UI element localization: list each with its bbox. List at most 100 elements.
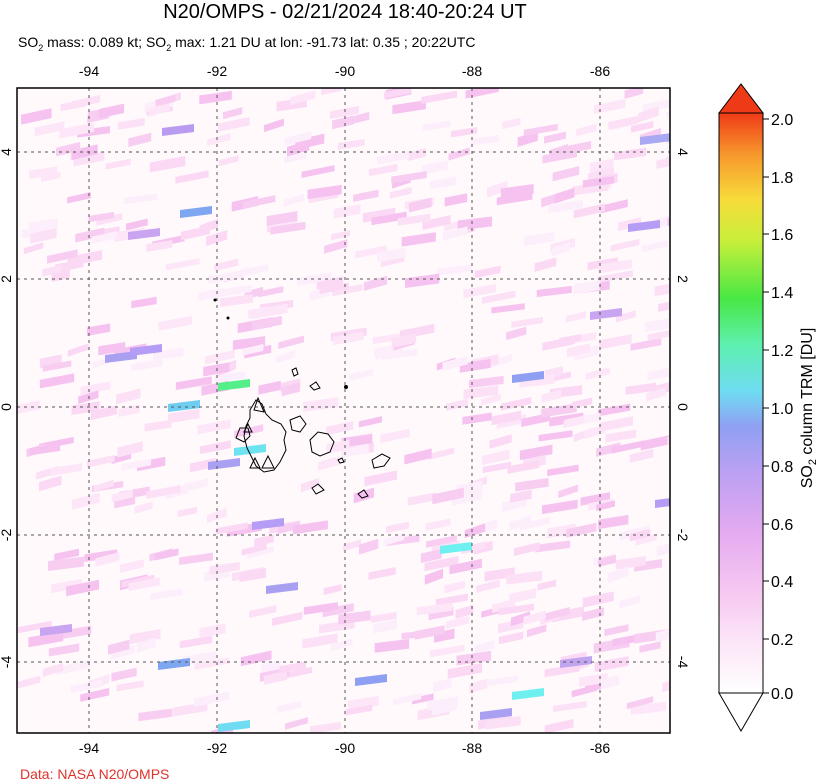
so2-pixel <box>285 717 308 730</box>
so2-pixel <box>523 123 558 136</box>
so2-pixel <box>215 522 248 535</box>
wolf-island <box>226 316 230 320</box>
lon-label-top-2: -90 <box>335 63 355 79</box>
so2-pixel <box>358 416 383 428</box>
so2-pixel-layer <box>17 88 670 733</box>
so2-pixel <box>348 695 379 711</box>
so2-pixel <box>615 555 646 570</box>
so2-pixel <box>535 540 571 553</box>
so2-pixel <box>536 285 572 298</box>
so2-pixel <box>638 106 659 123</box>
so2-pixel <box>407 147 427 162</box>
lon-label-bottom-3: -88 <box>462 740 482 756</box>
so2-pixel <box>251 303 288 320</box>
so2-pixel <box>34 121 65 137</box>
so2-pixel-enhanced <box>40 624 72 636</box>
so2-pixel-enhanced <box>640 133 670 145</box>
lat-label-right-1: 2 <box>675 275 691 283</box>
so2-pixel <box>207 270 242 285</box>
so2-pixel-enhanced <box>162 124 194 136</box>
so2-pixel-enhanced <box>218 720 250 732</box>
so2-pixel <box>144 419 172 432</box>
so2-pixel <box>358 538 379 555</box>
so2-pixel <box>307 184 342 200</box>
so2-pixel <box>580 492 610 506</box>
so2-pixel <box>523 231 555 247</box>
so2-pixel <box>241 543 267 556</box>
so2-pixel <box>482 461 512 474</box>
so2-pixel <box>199 623 226 639</box>
so2-pixel <box>150 588 183 601</box>
so2-pixel <box>283 151 307 164</box>
so2-pixel <box>641 240 668 253</box>
so2-pixel <box>597 259 632 274</box>
so2-pixel <box>596 442 621 457</box>
so2-pixel <box>17 675 41 689</box>
so2-pixel-enhanced <box>655 498 670 508</box>
so2-pixel <box>279 666 313 680</box>
lat-label-left-3: -2 <box>0 529 14 542</box>
so2-pixel-enhanced <box>512 371 544 383</box>
so2-pixel <box>333 204 361 219</box>
so2-pixel <box>376 247 406 263</box>
so2-pixel <box>343 539 362 552</box>
so2-pixel <box>72 492 100 510</box>
so2-pixel <box>136 637 156 654</box>
so2-pixel <box>432 678 452 693</box>
so2-pixel <box>655 628 670 643</box>
colorbar-label-7: 0.6 <box>771 517 793 534</box>
so2-pixel <box>368 566 396 580</box>
so2-pixel <box>386 534 420 546</box>
so2-pixel <box>276 350 296 364</box>
so2-pixel <box>193 691 230 707</box>
so2-pixel <box>175 170 209 184</box>
so2-pixel <box>168 408 200 424</box>
so2-pixel <box>353 189 379 202</box>
so2-pixel <box>61 625 92 640</box>
so2-pixel <box>204 349 235 365</box>
so2-pixel <box>444 580 466 594</box>
so2-pixel <box>515 477 549 492</box>
so2-pixel <box>331 229 351 241</box>
so2-pixel <box>421 90 458 104</box>
so2-pixel <box>585 367 610 381</box>
so2-pixel <box>42 662 64 677</box>
so2-pixel <box>513 542 540 556</box>
so2-pixel <box>182 651 217 666</box>
map-subtitle: SO2 mass: 0.089 kt; SO2 max: 1.21 DU at … <box>18 34 475 53</box>
fernandina-island <box>235 427 251 443</box>
so2-pixel <box>523 610 546 625</box>
so2-pixel <box>90 405 117 421</box>
so2-pixel <box>78 390 99 405</box>
floreana-island <box>311 483 325 495</box>
so2-pixel <box>342 443 369 458</box>
so2-pixel <box>324 239 348 254</box>
so2-pixel <box>158 315 193 331</box>
so2-pixel <box>330 105 359 120</box>
so2-pixel <box>72 144 98 161</box>
so2-pixel <box>420 549 442 564</box>
so2-pixel <box>624 88 644 99</box>
lat-labels-left: 4 2 0 -2 -4 <box>0 148 14 668</box>
so2-pixel <box>349 368 374 381</box>
so2-pixel <box>435 593 468 607</box>
so2-pixel <box>647 330 670 341</box>
so2-pixel-enhanced <box>628 220 660 232</box>
so2-pixel <box>28 631 64 648</box>
so2-pixel <box>604 624 629 637</box>
so2-pixel <box>177 506 198 518</box>
so2-pixel <box>258 380 281 395</box>
colorbar-label-2: 1.6 <box>771 227 793 244</box>
so2-pixel <box>407 492 436 506</box>
so2-pixel <box>207 133 231 147</box>
so2-pixel <box>252 316 282 331</box>
so2-pixel-enhanced <box>590 308 622 320</box>
so2-pixel <box>615 310 636 323</box>
so2-pixel <box>582 176 615 188</box>
so2-pixel <box>646 387 666 402</box>
so2-pixel <box>86 323 111 336</box>
so2-pixel <box>242 344 264 356</box>
so2-pixel <box>510 611 531 627</box>
subtitle-mass: mass: 0.089 kt; SO <box>43 34 167 50</box>
